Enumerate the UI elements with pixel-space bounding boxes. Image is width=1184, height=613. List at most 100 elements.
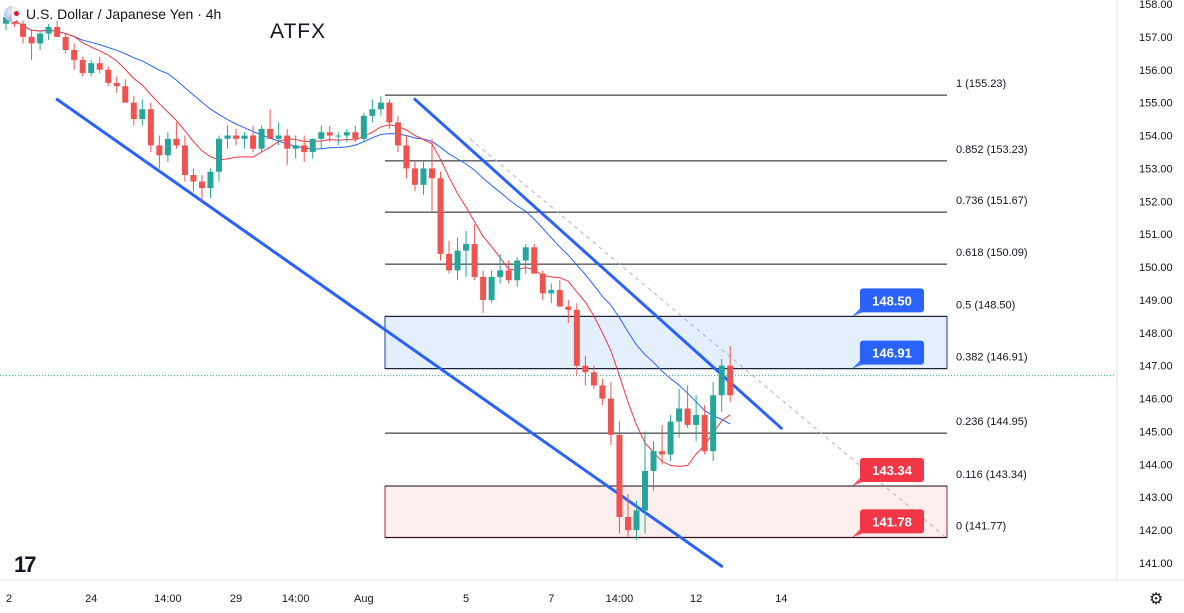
candle bbox=[233, 128, 240, 146]
callout-box bbox=[860, 509, 924, 534]
candle-body bbox=[275, 135, 282, 139]
candle-body bbox=[122, 86, 129, 103]
settings-icon[interactable]: ⚙ bbox=[1149, 591, 1164, 608]
candle-body bbox=[659, 451, 666, 455]
candle-body bbox=[267, 128, 274, 139]
candle-body bbox=[727, 365, 734, 396]
candle bbox=[624, 493, 631, 537]
candle bbox=[54, 20, 61, 37]
candle-body bbox=[667, 421, 674, 455]
ma-fast-line bbox=[5, 16, 731, 468]
candle bbox=[429, 138, 435, 212]
candle-body bbox=[446, 253, 453, 271]
candle bbox=[37, 30, 44, 51]
candle-body bbox=[573, 309, 580, 366]
candle bbox=[480, 270, 487, 314]
candle bbox=[352, 125, 359, 143]
candle bbox=[454, 237, 461, 281]
x-tick-0: 2 bbox=[6, 593, 12, 605]
fib-label-2: 0.736 (151.67) bbox=[956, 195, 1028, 207]
y-tick-7: 151.00 bbox=[1139, 229, 1173, 241]
brand-text: ATFX bbox=[270, 20, 327, 43]
candle bbox=[437, 171, 444, 261]
candle-body bbox=[79, 59, 86, 74]
candle bbox=[198, 174, 205, 202]
candle bbox=[62, 33, 69, 54]
candle bbox=[156, 135, 163, 169]
candle bbox=[411, 161, 418, 192]
candle bbox=[207, 168, 214, 199]
candle-body bbox=[437, 178, 444, 254]
candle-body bbox=[429, 168, 435, 179]
fib-label-5: 0.382 (146.91) bbox=[956, 352, 1028, 364]
candle bbox=[650, 441, 657, 491]
candle-body bbox=[633, 510, 640, 531]
candle bbox=[505, 260, 512, 284]
candle bbox=[45, 23, 52, 41]
candle bbox=[20, 20, 27, 44]
candle-body bbox=[718, 365, 725, 396]
candle-body bbox=[284, 135, 291, 149]
lower-channel-line bbox=[55, 97, 724, 568]
candle-body bbox=[352, 132, 359, 139]
candle-body bbox=[590, 372, 597, 386]
candle bbox=[301, 135, 308, 162]
candle-body bbox=[318, 132, 325, 139]
y-tick-12: 146.00 bbox=[1139, 394, 1173, 406]
candle bbox=[326, 125, 333, 143]
y-tick-9: 149.00 bbox=[1139, 295, 1173, 307]
candles-group bbox=[3, 7, 734, 540]
candle-body bbox=[216, 138, 222, 172]
candle-body bbox=[616, 434, 623, 517]
candle-body bbox=[488, 276, 495, 300]
candle bbox=[216, 135, 222, 182]
candle bbox=[241, 132, 248, 149]
candle-body bbox=[147, 109, 154, 146]
candle-body bbox=[207, 171, 214, 189]
x-tick-3: 29 bbox=[230, 593, 242, 605]
candle bbox=[446, 240, 453, 274]
x-tick-1: 24 bbox=[85, 593, 97, 605]
tradingview-logo-icon[interactable]: 17 bbox=[14, 552, 37, 578]
candle bbox=[164, 132, 171, 162]
y-tick-4: 154.00 bbox=[1139, 131, 1173, 143]
y-tick-8: 150.00 bbox=[1139, 262, 1173, 274]
candle bbox=[224, 125, 231, 149]
price-callout-141.78: 141.78 bbox=[852, 509, 924, 538]
candle bbox=[590, 365, 597, 389]
price-callout-143.34: 143.34 bbox=[852, 458, 924, 487]
fib-label-3: 0.618 (150.09) bbox=[956, 247, 1028, 259]
candle-body bbox=[369, 109, 376, 116]
candle-body bbox=[411, 168, 418, 185]
candle bbox=[616, 421, 623, 534]
candle-body bbox=[676, 408, 683, 422]
candle-body bbox=[37, 33, 44, 44]
candle-body bbox=[250, 135, 257, 149]
candle bbox=[284, 128, 291, 166]
candle-body bbox=[701, 415, 708, 452]
candle bbox=[343, 128, 350, 143]
candle bbox=[335, 132, 342, 146]
candle-body bbox=[164, 138, 171, 156]
fib-label-8: 0 (141.77) bbox=[956, 521, 1006, 533]
x-tick-7: 7 bbox=[548, 593, 554, 605]
candle-body bbox=[54, 27, 61, 37]
candle bbox=[377, 96, 384, 116]
candle bbox=[556, 280, 563, 307]
x-tick-6: 5 bbox=[463, 593, 469, 605]
candle-body bbox=[62, 36, 69, 51]
candle-body bbox=[454, 250, 461, 271]
candle bbox=[369, 99, 376, 123]
candle bbox=[122, 79, 129, 103]
candle-body bbox=[96, 63, 103, 70]
candle bbox=[659, 424, 666, 465]
candle bbox=[420, 161, 427, 195]
fib-label-6: 0.236 (144.95) bbox=[956, 416, 1028, 428]
callout-box bbox=[860, 340, 924, 365]
candle bbox=[727, 345, 734, 402]
candle bbox=[565, 299, 572, 323]
candle bbox=[497, 253, 504, 284]
candle-body bbox=[241, 135, 248, 139]
y-tick-16: 142.00 bbox=[1139, 525, 1173, 537]
